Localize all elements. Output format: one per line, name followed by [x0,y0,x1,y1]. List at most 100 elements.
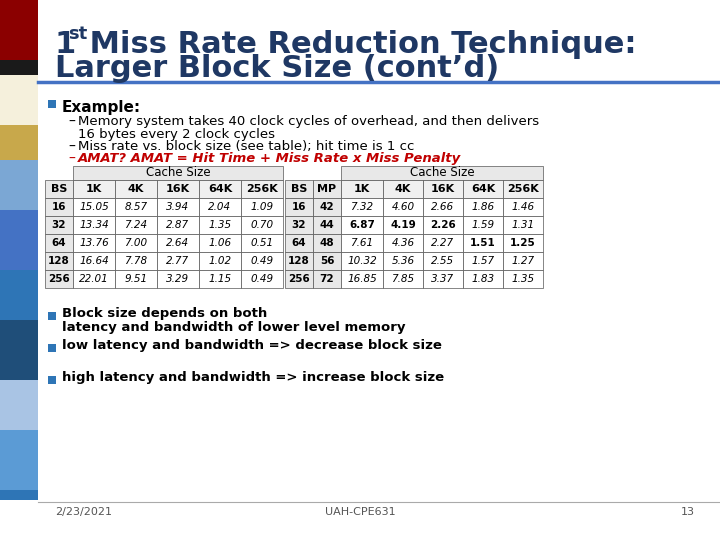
Text: 1.51: 1.51 [470,238,496,248]
Text: 1.35: 1.35 [208,220,232,230]
Text: 7.85: 7.85 [392,274,415,284]
FancyBboxPatch shape [115,270,157,288]
Text: 3.94: 3.94 [166,202,189,212]
Text: 0.49: 0.49 [251,274,274,284]
Text: 16K: 16K [431,184,455,194]
Text: 16: 16 [292,202,306,212]
FancyBboxPatch shape [199,180,241,198]
FancyBboxPatch shape [73,234,115,252]
FancyBboxPatch shape [463,234,503,252]
Text: 1: 1 [55,30,76,59]
FancyBboxPatch shape [341,180,383,198]
Text: st: st [68,25,87,43]
Text: 1.15: 1.15 [208,274,232,284]
FancyBboxPatch shape [341,252,383,270]
FancyBboxPatch shape [285,216,313,234]
Text: 0.49: 0.49 [251,256,274,266]
Text: 15.05: 15.05 [79,202,109,212]
Text: 9.51: 9.51 [125,274,148,284]
Text: 5.36: 5.36 [392,256,415,266]
FancyBboxPatch shape [463,252,503,270]
Text: 16 bytes every 2 clock cycles: 16 bytes every 2 clock cycles [78,128,275,141]
FancyBboxPatch shape [48,100,56,108]
Text: 1.02: 1.02 [208,256,232,266]
FancyBboxPatch shape [45,234,73,252]
Text: 32: 32 [52,220,66,230]
Text: MP: MP [318,184,336,194]
Text: 1.46: 1.46 [511,202,534,212]
Text: 56: 56 [320,256,334,266]
FancyBboxPatch shape [423,270,463,288]
Text: BS: BS [291,184,307,194]
FancyBboxPatch shape [285,252,313,270]
FancyBboxPatch shape [73,216,115,234]
FancyBboxPatch shape [423,198,463,216]
Text: 1.06: 1.06 [208,238,232,248]
Text: 4.60: 4.60 [392,202,415,212]
Text: 72: 72 [320,274,334,284]
Text: 8.57: 8.57 [125,202,148,212]
Text: 2.55: 2.55 [431,256,454,266]
Text: 0.70: 0.70 [251,220,274,230]
FancyBboxPatch shape [285,180,313,198]
FancyBboxPatch shape [341,216,383,234]
Text: 16: 16 [52,202,66,212]
FancyBboxPatch shape [423,216,463,234]
Text: 42: 42 [320,202,334,212]
FancyBboxPatch shape [0,490,38,500]
FancyBboxPatch shape [115,180,157,198]
Text: –: – [68,140,75,154]
FancyBboxPatch shape [199,234,241,252]
Text: Miss Rate Reduction Technique:: Miss Rate Reduction Technique: [79,30,636,59]
Text: Miss rate vs. block size (see table); hit time is 1 cc: Miss rate vs. block size (see table); hi… [78,140,415,153]
Text: 1.57: 1.57 [472,256,495,266]
Text: 7.32: 7.32 [351,202,374,212]
Text: 0.51: 0.51 [251,238,274,248]
FancyBboxPatch shape [115,234,157,252]
Text: 7.78: 7.78 [125,256,148,266]
FancyBboxPatch shape [241,252,283,270]
FancyBboxPatch shape [0,430,38,490]
FancyBboxPatch shape [0,0,38,60]
FancyBboxPatch shape [199,198,241,216]
Text: Block size depends on both: Block size depends on both [62,307,267,321]
Text: 1.31: 1.31 [511,220,534,230]
FancyBboxPatch shape [463,198,503,216]
Text: 1.09: 1.09 [251,202,274,212]
Text: 4K: 4K [395,184,411,194]
FancyBboxPatch shape [241,270,283,288]
FancyBboxPatch shape [463,180,503,198]
Text: latency and bandwidth of lower level memory: latency and bandwidth of lower level mem… [62,321,405,334]
Text: 6.87: 6.87 [349,220,375,230]
FancyBboxPatch shape [383,180,423,198]
Text: 1.59: 1.59 [472,220,495,230]
Text: 256: 256 [48,274,70,284]
FancyBboxPatch shape [0,210,38,270]
Text: –: – [68,152,75,166]
Text: 2.64: 2.64 [166,238,189,248]
FancyBboxPatch shape [313,270,341,288]
FancyBboxPatch shape [383,270,423,288]
Text: 48: 48 [320,238,334,248]
FancyBboxPatch shape [73,166,283,180]
FancyBboxPatch shape [115,198,157,216]
Text: 2.27: 2.27 [431,238,454,248]
FancyBboxPatch shape [115,216,157,234]
FancyBboxPatch shape [341,166,543,180]
FancyBboxPatch shape [0,320,38,380]
FancyBboxPatch shape [285,234,313,252]
FancyBboxPatch shape [73,180,115,198]
Text: AMAT? AMAT = Hit Time + Miss Rate x Miss Penalty: AMAT? AMAT = Hit Time + Miss Rate x Miss… [78,152,462,165]
Text: 1.83: 1.83 [472,274,495,284]
FancyBboxPatch shape [157,252,199,270]
FancyBboxPatch shape [285,270,313,288]
Text: 64: 64 [52,238,66,248]
Text: 256K: 256K [246,184,278,194]
FancyBboxPatch shape [423,252,463,270]
FancyBboxPatch shape [157,216,199,234]
FancyBboxPatch shape [341,198,383,216]
Text: 1K: 1K [86,184,102,194]
FancyBboxPatch shape [383,234,423,252]
Text: high latency and bandwidth => increase block size: high latency and bandwidth => increase b… [62,372,444,384]
FancyBboxPatch shape [313,198,341,216]
